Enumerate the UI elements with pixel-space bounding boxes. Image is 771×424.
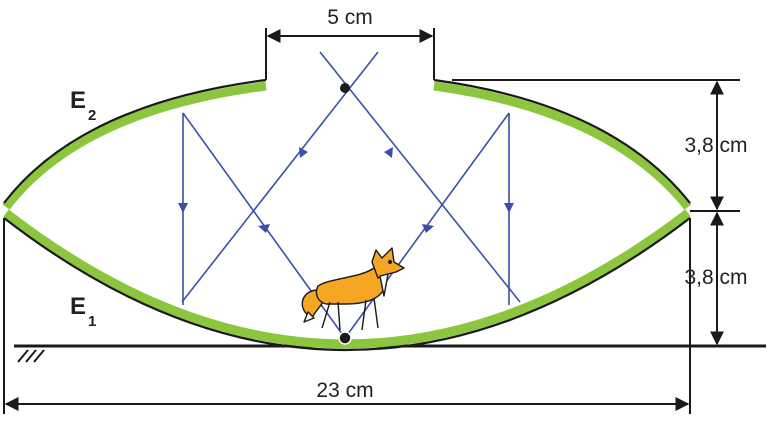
mirror-e2-label: E bbox=[70, 87, 86, 114]
fox-figure bbox=[301, 247, 405, 331]
mirror-e2-subscript: 2 bbox=[88, 107, 96, 124]
gap-width-label: 5 cm bbox=[327, 6, 373, 29]
height-dimension bbox=[452, 79, 740, 346]
focal-point-bottom-icon bbox=[338, 331, 352, 345]
mirror-e2 bbox=[2, 78, 692, 210]
mirror-e1-label: E bbox=[70, 293, 86, 320]
ray-arrow-up-right bbox=[384, 147, 393, 158]
total-width-label: 23 cm bbox=[316, 379, 373, 402]
mirror-e1-subscript: 1 bbox=[88, 313, 96, 330]
ray-arrow-mid-right bbox=[422, 224, 434, 233]
ray-arrow-left-down bbox=[178, 203, 188, 213]
gap-dimension bbox=[265, 28, 435, 80]
ray-arrows bbox=[178, 147, 514, 233]
upper-height-label: 3,8 cm bbox=[684, 134, 747, 157]
ray-arrow-mid-left bbox=[258, 224, 270, 233]
lower-height-label: 3,8 cm bbox=[684, 266, 747, 289]
focal-point-icon bbox=[340, 83, 350, 93]
ground-hatch-icon bbox=[17, 349, 45, 363]
ray-arrow-right-down bbox=[504, 203, 514, 213]
ray-arrow-up-left bbox=[299, 147, 308, 158]
width-dimension bbox=[3, 218, 691, 414]
